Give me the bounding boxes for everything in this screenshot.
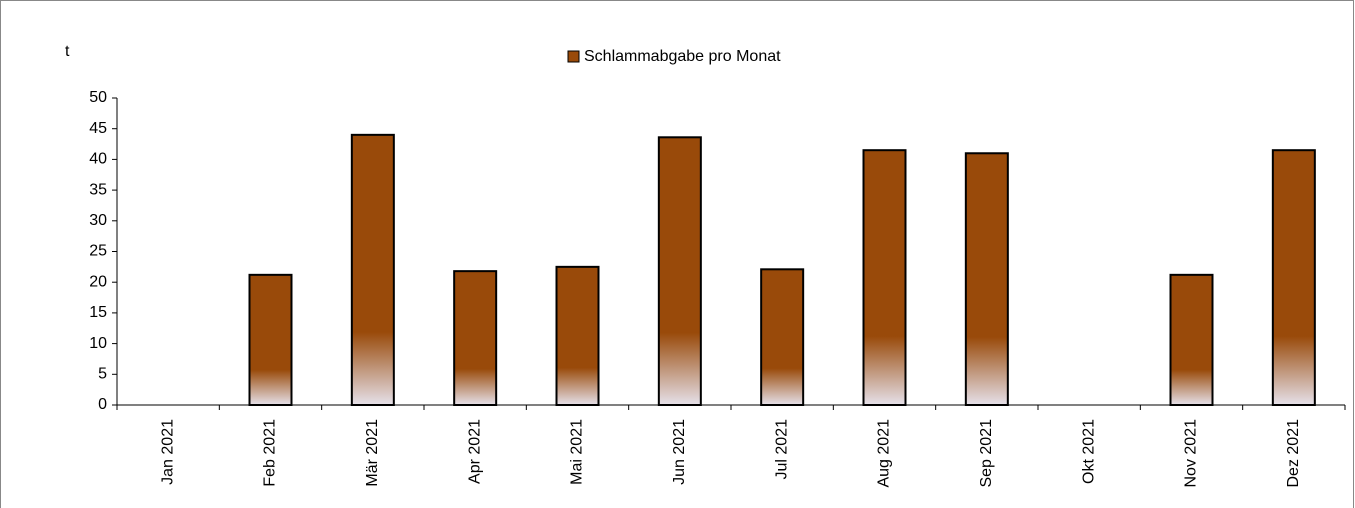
bar	[248, 273, 293, 406]
bar	[453, 270, 498, 407]
bar	[1169, 273, 1214, 406]
x-tick-label: Jun 2021	[671, 419, 688, 485]
y-tick-label: 5	[98, 366, 107, 383]
y-axis-label: t	[65, 43, 70, 60]
x-tick-label: Feb 2021	[262, 419, 279, 487]
x-tick-label: Aug 2021	[876, 419, 893, 488]
x-tick-label: Dez 2021	[1285, 419, 1302, 488]
bar	[350, 133, 395, 406]
x-tick-label: Jan 2021	[159, 419, 176, 485]
x-tick-label: Jul 2021	[773, 419, 790, 480]
bar	[964, 152, 1009, 406]
x-tick-label: Mai 2021	[569, 419, 586, 485]
x-tick-label: Mär 2021	[364, 419, 381, 487]
y-tick-label: 35	[89, 181, 107, 198]
y-tick-label: 10	[89, 335, 107, 352]
y-tick-label: 15	[89, 304, 107, 321]
y-tick-label: 40	[89, 151, 107, 168]
bar	[555, 265, 600, 406]
legend-swatch	[567, 50, 580, 63]
y-tick-label: 50	[89, 89, 107, 106]
bar	[657, 136, 702, 407]
legend-label: Schlammabgabe pro Monat	[584, 48, 781, 65]
bar	[1271, 149, 1316, 406]
x-tick-label: Apr 2021	[466, 419, 483, 484]
x-tick-label: Nov 2021	[1183, 419, 1200, 488]
y-tick-label: 30	[89, 212, 107, 229]
y-tick-label: 25	[89, 243, 107, 260]
y-tick-label: 0	[98, 396, 107, 413]
x-tick-label: Sep 2021	[978, 419, 995, 488]
bar	[760, 268, 805, 406]
x-tick-label: Okt 2021	[1080, 419, 1097, 484]
y-tick-label: 45	[89, 120, 107, 137]
bar	[862, 149, 907, 406]
y-tick-label: 20	[89, 273, 107, 290]
